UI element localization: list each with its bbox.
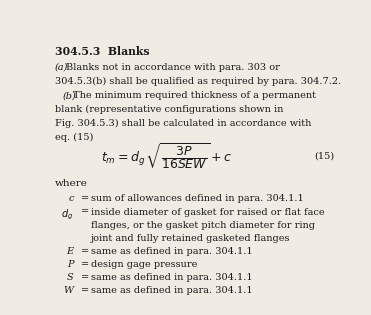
Text: $d_g$: $d_g$ xyxy=(62,208,74,222)
Text: P: P xyxy=(67,260,74,269)
Text: c: c xyxy=(68,194,74,203)
Text: same as defined in para. 304.1.1: same as defined in para. 304.1.1 xyxy=(91,273,253,282)
Text: E: E xyxy=(66,247,74,256)
Text: =: = xyxy=(81,247,89,256)
Text: The minimum required thickness of a permanent: The minimum required thickness of a perm… xyxy=(73,91,316,100)
Text: inside diameter of gasket for raised or flat face: inside diameter of gasket for raised or … xyxy=(91,208,325,217)
Text: =: = xyxy=(81,286,89,295)
Text: =: = xyxy=(81,260,89,269)
Text: (b): (b) xyxy=(62,91,76,100)
Text: where: where xyxy=(55,180,88,188)
Text: sum of allowances defined in para. 304.1.1: sum of allowances defined in para. 304.1… xyxy=(91,194,304,203)
Text: same as defined in para. 304.1.1: same as defined in para. 304.1.1 xyxy=(91,247,253,256)
Text: blank (representative configurations shown in: blank (representative configurations sho… xyxy=(55,105,283,114)
Text: Blanks not in accordance with para. 303 or: Blanks not in accordance with para. 303 … xyxy=(66,63,280,72)
Text: (15): (15) xyxy=(314,152,334,161)
Text: S: S xyxy=(67,273,74,282)
Text: flanges, or the gasket pitch diameter for ring: flanges, or the gasket pitch diameter fo… xyxy=(91,221,315,230)
Text: W: W xyxy=(64,286,74,295)
Text: eq. (15): eq. (15) xyxy=(55,133,93,142)
Text: $t_m = d_g\,\sqrt{\dfrac{3P}{16SEW}} + c$: $t_m = d_g\,\sqrt{\dfrac{3P}{16SEW}} + c… xyxy=(101,142,233,171)
Text: =: = xyxy=(81,208,89,217)
Text: =: = xyxy=(81,273,89,282)
Text: design gage pressure: design gage pressure xyxy=(91,260,197,269)
Text: (a): (a) xyxy=(55,63,68,72)
Text: 304.5.3  Blanks: 304.5.3 Blanks xyxy=(55,46,150,57)
Text: Fig. 304.5.3) shall be calculated in accordance with: Fig. 304.5.3) shall be calculated in acc… xyxy=(55,119,311,129)
Text: same as defined in para. 304.1.1: same as defined in para. 304.1.1 xyxy=(91,286,253,295)
Text: =: = xyxy=(81,194,89,203)
Text: joint and fully retained gasketed flanges: joint and fully retained gasketed flange… xyxy=(91,234,290,243)
Text: 304.5.3(b) shall be qualified as required by para. 304.7.2.: 304.5.3(b) shall be qualified as require… xyxy=(55,77,341,86)
